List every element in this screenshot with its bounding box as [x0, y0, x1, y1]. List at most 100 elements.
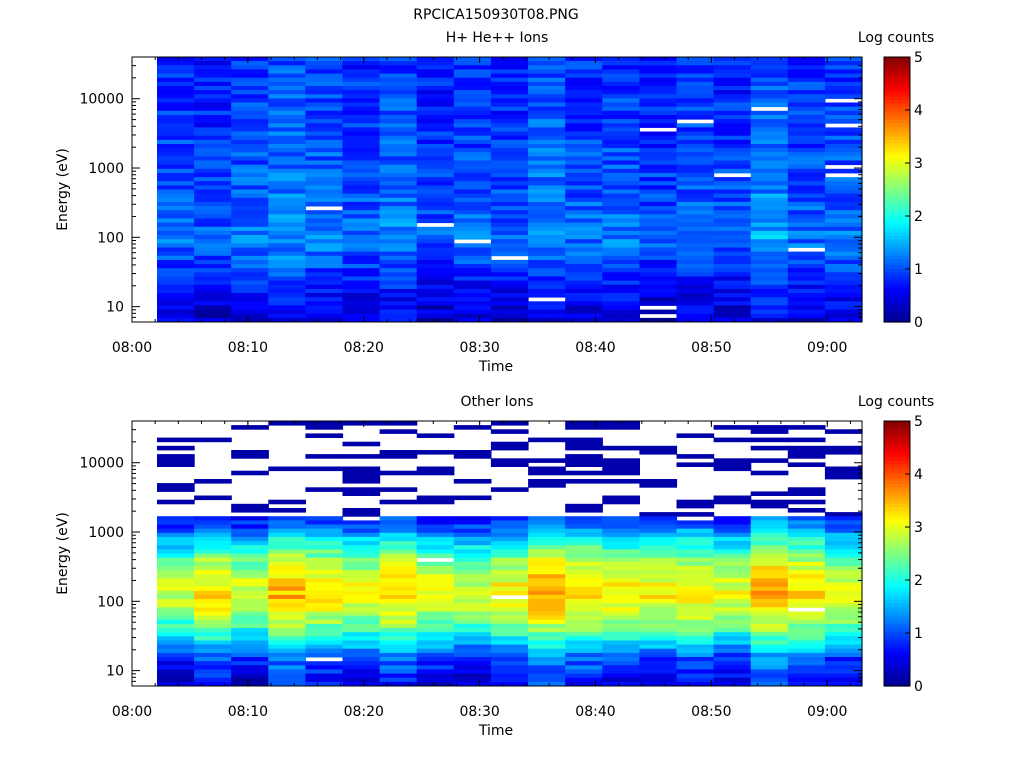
- heatmap-cell: [268, 185, 306, 190]
- heatmap-cell: [194, 603, 232, 608]
- heatmap-cell: [565, 607, 603, 612]
- heatmap-cell: [676, 524, 715, 530]
- heatmap-cell: [268, 532, 306, 538]
- heatmap-cell: [602, 164, 640, 170]
- heatmap-cell: [750, 226, 789, 232]
- heatmap-cell: [824, 127, 863, 132]
- heatmap-cell: [676, 280, 715, 286]
- heatmap-cell: [231, 210, 269, 215]
- colorbar-segment: [884, 216, 910, 220]
- heatmap-cell: [528, 94, 566, 99]
- heatmap-cell: [787, 445, 826, 451]
- heatmap-cell: [231, 201, 269, 207]
- heatmap-cell: [787, 276, 826, 282]
- heatmap-cell: [750, 561, 789, 567]
- heatmap-cell: [342, 98, 381, 103]
- heatmap-cell: [713, 197, 752, 203]
- heatmap-cell: [416, 561, 455, 567]
- heatmap-cell: [565, 226, 603, 232]
- colorbar-segment: [884, 427, 910, 432]
- heatmap-cell: [713, 86, 752, 91]
- heatmap-cell: [787, 193, 826, 199]
- heatmap-cell: [194, 94, 232, 99]
- heatmap-cell: [379, 235, 418, 240]
- heatmap-cell: [453, 69, 492, 74]
- heatmap-cell: [231, 603, 269, 608]
- heatmap-cell: [528, 590, 566, 596]
- heatmap-cell: [379, 156, 418, 161]
- y-tick-label: 10: [106, 300, 124, 316]
- heatmap-cell: [490, 665, 529, 670]
- heatmap-cell: [602, 301, 640, 306]
- heatmap-cell: [750, 594, 789, 600]
- colorbar-segment: [884, 100, 910, 104]
- colorbar-segment: [884, 649, 910, 654]
- colorbar-segment: [884, 242, 910, 247]
- heatmap-cell: [231, 309, 269, 315]
- heatmap-cell: [157, 524, 195, 530]
- heatmap-cell: [750, 243, 789, 248]
- heatmap-cell: [639, 661, 678, 666]
- heatmap-cell: [787, 644, 826, 650]
- heatmap-cell: [639, 94, 678, 99]
- heatmap-cell: [379, 470, 418, 476]
- heatmap-cell: [713, 239, 752, 244]
- heatmap-cell: [676, 264, 715, 269]
- y-tick-label: 100: [97, 594, 124, 610]
- heatmap-cell: [490, 86, 529, 91]
- heatmap-cell: [750, 177, 789, 182]
- heatmap-cell: [490, 152, 529, 157]
- colorbar-tick-label: 3: [914, 520, 923, 536]
- heatmap-cell: [602, 98, 640, 103]
- heatmap-cell: [194, 81, 232, 87]
- heatmap-cell: [268, 197, 306, 203]
- heatmap-cell: [787, 499, 826, 505]
- heatmap-cell: [268, 681, 306, 687]
- colorbar-segment: [884, 576, 910, 581]
- heatmap-cell: [453, 226, 492, 232]
- panel-title: Other Ions: [460, 394, 533, 410]
- heatmap-cell: [157, 615, 195, 621]
- heatmap-cell: [416, 665, 455, 670]
- heatmap-cell: [194, 131, 232, 137]
- heatmap-cell: [750, 429, 789, 434]
- heatmap-cell: [565, 594, 603, 600]
- heatmap-cell: [194, 251, 232, 257]
- heatmap-cell: [824, 450, 863, 455]
- heatmap-cell: [342, 623, 381, 629]
- colorbar-segment: [884, 129, 910, 134]
- heatmap-cell: [268, 81, 306, 87]
- heatmap-cell: [268, 297, 306, 302]
- heatmap-cell: [602, 284, 640, 290]
- heatmap-cell: [379, 421, 418, 426]
- heatmap-cell: [787, 681, 826, 687]
- heatmap-cell: [453, 652, 492, 658]
- heatmap-cell: [231, 470, 269, 476]
- heatmap-cell: [231, 557, 269, 563]
- heatmap-cell: [305, 160, 344, 166]
- heatmap-cell: [305, 86, 344, 91]
- heatmap-cell: [305, 148, 344, 153]
- heatmap-cell: [453, 574, 492, 579]
- heatmap-cell: [194, 110, 232, 116]
- heatmap-cell: [787, 594, 826, 600]
- heatmap-cell: [750, 632, 789, 637]
- heatmap-cell: [342, 119, 381, 124]
- heatmap-cell: [194, 313, 232, 319]
- colorbar-segment: [884, 302, 910, 307]
- heatmap-cell: [268, 86, 306, 91]
- heatmap-cell: [676, 259, 715, 265]
- heatmap-cell: [602, 528, 640, 534]
- y-tick-label: 10000: [79, 92, 124, 108]
- heatmap-cell: [602, 665, 640, 670]
- heatmap-cell: [379, 681, 418, 687]
- heatmap-cell: [639, 230, 678, 236]
- x-tick-label: 08:40: [575, 704, 615, 720]
- heatmap-cell: [453, 309, 492, 315]
- heatmap-cell: [453, 90, 492, 95]
- heatmap-cell: [231, 648, 269, 654]
- heatmap-cell: [713, 156, 752, 161]
- heatmap-cell: [824, 305, 863, 310]
- heatmap-cell: [416, 636, 455, 641]
- heatmap-cell: [528, 239, 566, 244]
